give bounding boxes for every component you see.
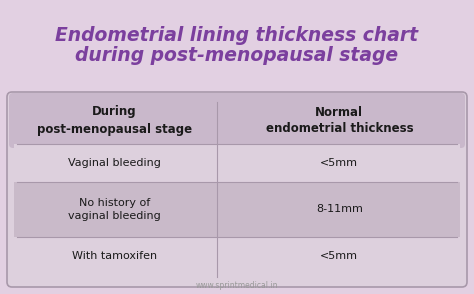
Text: www.sprintmedical.in: www.sprintmedical.in bbox=[196, 281, 278, 290]
Bar bbox=[14, 182, 460, 237]
Text: 8-11mm: 8-11mm bbox=[316, 205, 363, 215]
Text: With tamoxifen: With tamoxifen bbox=[72, 251, 157, 261]
Bar bbox=[14, 237, 460, 275]
FancyBboxPatch shape bbox=[9, 93, 465, 148]
Text: during post-menopausal stage: during post-menopausal stage bbox=[75, 46, 399, 65]
Text: <5mm: <5mm bbox=[320, 251, 358, 261]
FancyBboxPatch shape bbox=[7, 92, 467, 287]
Text: During
post-menopausal stage: During post-menopausal stage bbox=[37, 106, 192, 136]
Text: Endometrial lining thickness chart: Endometrial lining thickness chart bbox=[55, 26, 419, 45]
Bar bbox=[14, 144, 460, 182]
Text: No history of
vaginal bleeding: No history of vaginal bleeding bbox=[68, 198, 161, 221]
Text: Normal
endometrial thickness: Normal endometrial thickness bbox=[265, 106, 413, 136]
Text: Vaginal bleeding: Vaginal bleeding bbox=[68, 158, 161, 168]
Text: <5mm: <5mm bbox=[320, 158, 358, 168]
